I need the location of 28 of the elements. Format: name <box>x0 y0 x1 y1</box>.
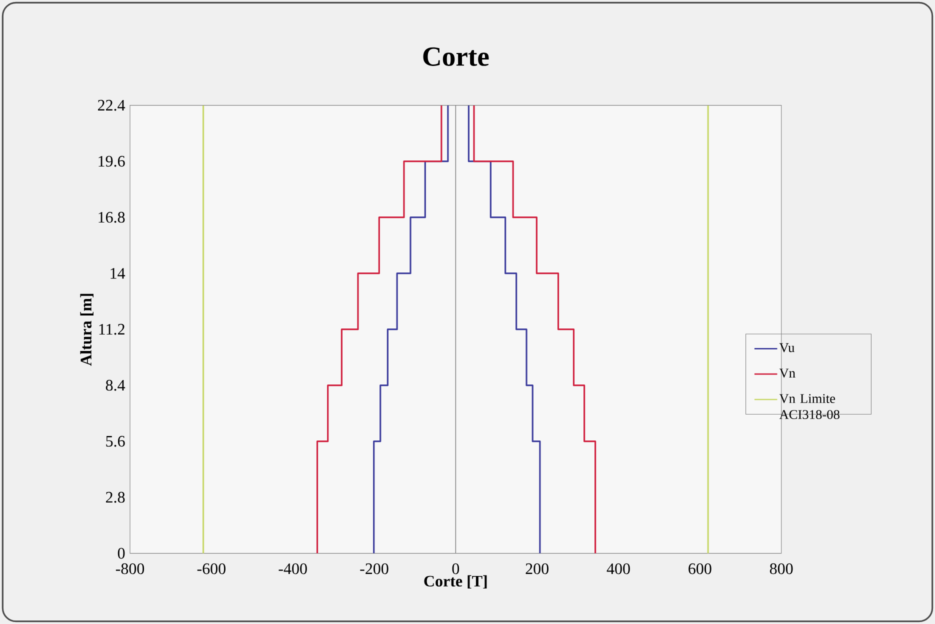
y-tick-label: 16.8 <box>98 212 125 223</box>
y-tick-label: 5.6 <box>106 436 125 447</box>
y-tick-label: 8.4 <box>106 380 126 391</box>
y-tick-label: 2.8 <box>106 492 125 503</box>
legend-label: Vn Limite ACI318-08 <box>779 394 840 420</box>
y-tick-label: 22.4 <box>98 100 126 111</box>
x-tick-label: -200 <box>360 563 388 574</box>
chart-title: Corte <box>423 47 489 66</box>
legend-label: Vu <box>779 343 794 352</box>
x-tick-label: 400 <box>606 563 630 574</box>
y-tick-label: 19.6 <box>98 156 125 167</box>
x-tick-label: 0 <box>452 563 460 574</box>
x-axis-title: Corte [T] <box>424 575 487 589</box>
x-tick-label: -600 <box>197 563 226 574</box>
y-axis-title: Altura [m] <box>80 294 94 366</box>
x-tick-label: 600 <box>688 563 712 574</box>
x-tick-label: 200 <box>526 563 548 574</box>
x-tick-label: 800 <box>770 563 793 574</box>
line-series <box>316 105 442 554</box>
x-tick-label: -400 <box>278 563 307 574</box>
y-tick-label: 0 <box>118 548 125 559</box>
x-tick-label: -800 <box>116 563 144 574</box>
y-tick-label: 14 <box>110 268 126 279</box>
line-series <box>473 105 596 554</box>
y-tick-label: 11.2 <box>99 324 124 335</box>
line-series <box>373 105 449 554</box>
line-series <box>468 105 541 554</box>
legend-label: Vn <box>779 368 796 378</box>
